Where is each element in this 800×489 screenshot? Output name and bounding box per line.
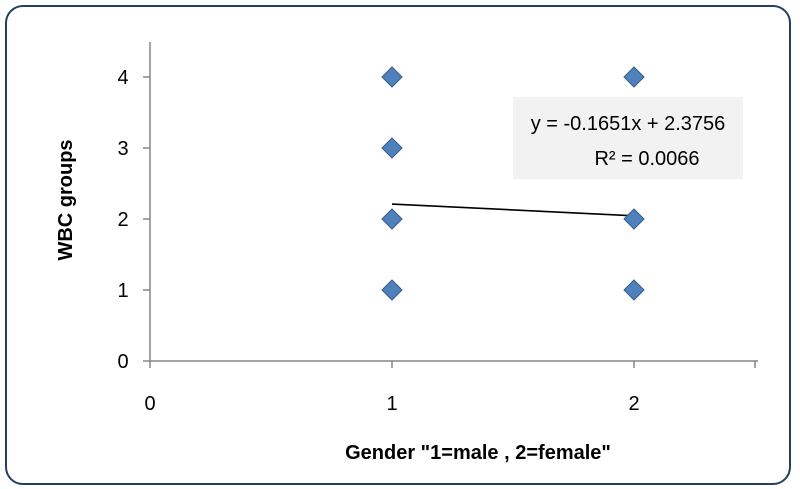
trendline-equation-box: y = -0.1651x + 2.3756 R² = 0.0066 (513, 97, 743, 179)
data-point (381, 66, 403, 88)
data-point (381, 137, 403, 159)
chart-frame (5, 5, 791, 485)
data-points (381, 66, 645, 301)
y-axis-title: WBC groups (55, 139, 77, 260)
data-point (381, 208, 403, 230)
y-ticks: 0 1 2 3 4 (117, 67, 150, 373)
x-tick-label: 2 (628, 393, 639, 415)
trendline-group (391, 203, 635, 217)
y-tick-label: 3 (117, 138, 128, 160)
x-axis-title: Gender "1=male , 2=female" (345, 442, 611, 464)
data-point (623, 208, 645, 230)
data-point (623, 279, 645, 301)
y-tick-label: 2 (117, 209, 128, 231)
y-tick-label: 1 (117, 280, 128, 302)
data-point (381, 279, 403, 301)
trendline (391, 203, 635, 217)
trendline-r-squared: R² = 0.0066 (594, 148, 699, 170)
y-tick-label: 4 (117, 67, 128, 89)
x-tick-label: 1 (386, 393, 397, 415)
y-tick-label: 0 (117, 351, 128, 373)
x-tick-label: 0 (144, 393, 155, 415)
data-point (623, 66, 645, 88)
x-ticks: 0 1 2 (144, 361, 756, 415)
trendline-equation-background (513, 97, 743, 179)
trendline-equation: y = -0.1651x + 2.3756 (531, 113, 726, 135)
axes (149, 42, 758, 362)
